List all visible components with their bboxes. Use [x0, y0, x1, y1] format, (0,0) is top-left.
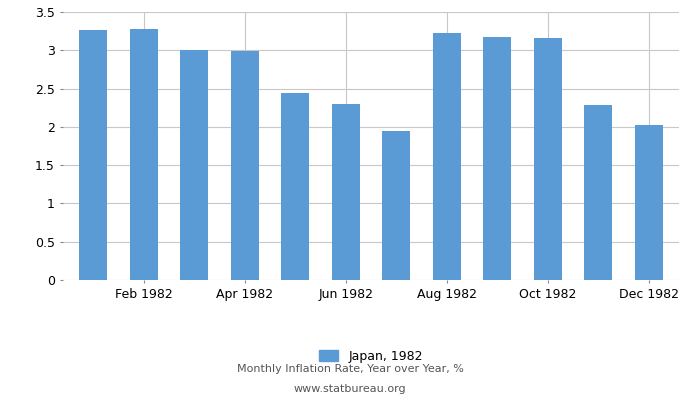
Legend: Japan, 1982: Japan, 1982: [314, 344, 428, 368]
Bar: [130, 29, 158, 280]
Bar: [635, 124, 663, 280]
Bar: [332, 104, 360, 280]
Bar: [281, 93, 309, 280]
Bar: [382, 132, 410, 280]
Bar: [433, 34, 461, 280]
Bar: [584, 105, 612, 280]
Bar: [231, 51, 259, 280]
Bar: [79, 30, 107, 280]
Text: Monthly Inflation Rate, Year over Year, %: Monthly Inflation Rate, Year over Year, …: [237, 364, 463, 374]
Text: www.statbureau.org: www.statbureau.org: [294, 384, 406, 394]
Bar: [483, 36, 511, 280]
Bar: [181, 50, 208, 280]
Bar: [534, 38, 561, 280]
